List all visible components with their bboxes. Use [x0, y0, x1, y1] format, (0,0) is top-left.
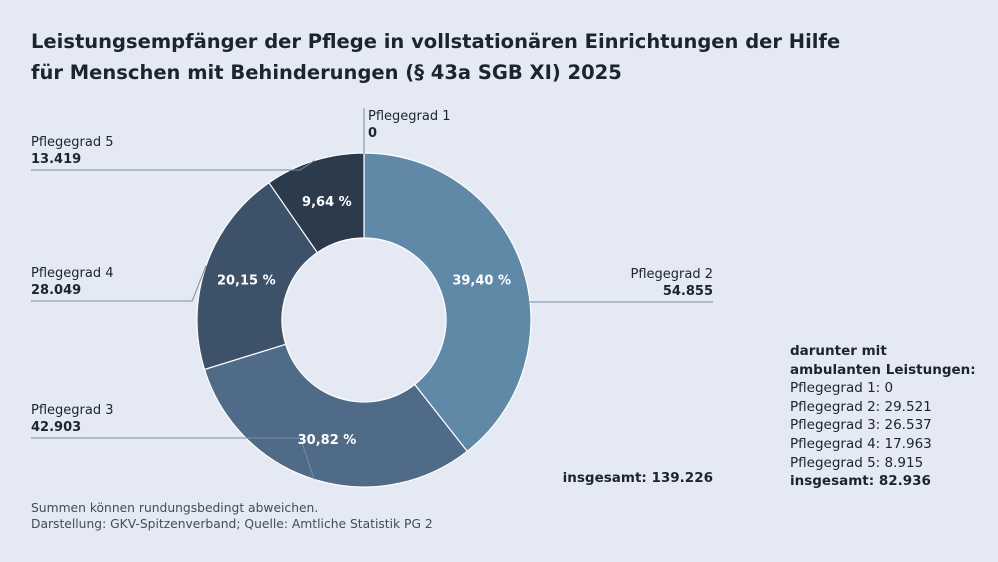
ambulant-item-pg5: Pflegegrad 5: 8.915 [790, 454, 924, 471]
slice-pflegegrad-4 [196, 181, 319, 371]
ambulant-total: insgesamt: 82.936 [790, 473, 931, 490]
chart-title-line-1: Leistungsempfänger der Pflege in vollsta… [31, 30, 841, 53]
category-name-pflegegrad-1: Pflegegrad 1 [368, 109, 451, 124]
category-labels: Pflegegrad 1 0 Pflegegrad 2 54.855 Pflegegra… [31, 109, 713, 435]
percent-label-pflegegrad-2: 39,40 % [452, 273, 511, 288]
category-name-pflegegrad-4: Pflegegrad 4 [31, 266, 114, 281]
footer-note-rounding: Summen können rundungsbedingt abweichen. [31, 501, 319, 515]
leader-line-pflegegrad-5 [31, 160, 315, 171]
category-name-pflegegrad-5: Pflegegrad 5 [31, 135, 114, 150]
category-value-pflegegrad-2: 54.855 [663, 284, 713, 299]
leader-line-pflegegrad-3 [31, 437, 315, 480]
category-value-pflegegrad-5: 13.419 [31, 152, 81, 167]
ambulant-item-pg1: Pflegegrad 1: 0 [790, 380, 894, 397]
slice-pflegegrad-2 [363, 152, 532, 453]
category-value-pflegegrad-4: 28.049 [31, 283, 81, 298]
ambulant-header-line-2: ambulanten Leistungen: [790, 361, 976, 378]
ambulant-item-pg4: Pflegegrad 4: 17.963 [790, 435, 932, 452]
category-name-pflegegrad-3: Pflegegrad 3 [31, 403, 114, 418]
ambulant-item-pg2: Pflegegrad 2: 29.521 [790, 398, 932, 415]
leader-line-pflegegrad-4 [31, 265, 207, 302]
slice-pflegegrad-3 [203, 343, 469, 488]
category-name-pflegegrad-2: Pflegegrad 2 [631, 267, 714, 282]
donut-slices [196, 152, 532, 488]
percent-label-pflegegrad-3: 30,82 % [298, 433, 357, 448]
ambulant-item-pg3: Pflegegrad 3: 26.537 [790, 417, 932, 434]
ambulant-summary: darunter mit ambulanten Leistungen: Pfle… [790, 342, 995, 491]
percent-labels: 39,40 % 30,82 % 20,15 % 9,64 % [217, 195, 511, 448]
chart-title: Leistungsempfänger der Pflege in vollsta… [31, 26, 851, 88]
total-label: insgesamt: 139.226 [562, 470, 713, 486]
chart-title-line-2: für Menschen mit Behinderungen (§ 43a SG… [31, 61, 622, 84]
category-value-pflegegrad-3: 42.903 [31, 420, 81, 435]
footer-note-source: Darstellung: GKV-Spitzenverband; Quelle:… [31, 517, 433, 531]
percent-label-pflegegrad-4: 20,15 % [217, 273, 276, 288]
category-value-pflegegrad-1: 0 [368, 126, 377, 141]
leader-lines [31, 108, 713, 480]
percent-label-pflegegrad-5: 9,64 % [302, 195, 352, 210]
ambulant-header-line-1: darunter mit [790, 343, 887, 359]
footer-notes: Summen können rundungsbedingt abweichen.… [31, 500, 433, 532]
